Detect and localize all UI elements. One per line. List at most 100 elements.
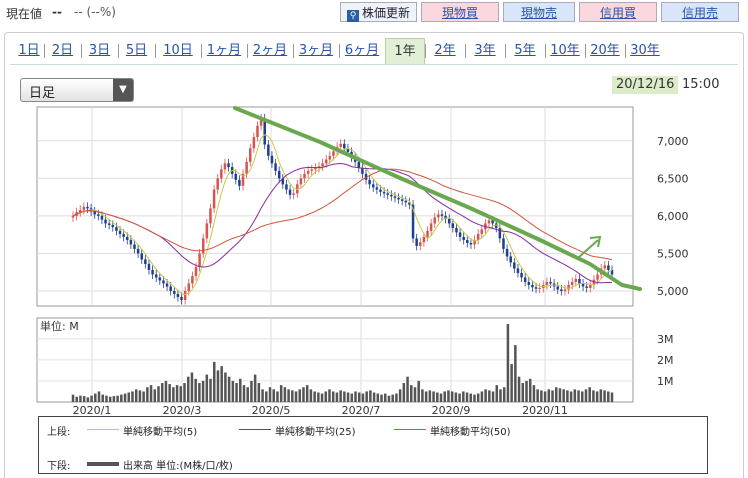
candle-body [223, 163, 227, 170]
volume-bar [592, 390, 595, 402]
volume-bar [584, 389, 588, 402]
volume-bar [105, 395, 108, 402]
candle-body [556, 286, 559, 290]
tab-period[interactable]: 10日 [163, 43, 193, 58]
volume-bar [194, 378, 197, 402]
volume-bar [209, 378, 212, 402]
volume-bar [257, 383, 261, 402]
candle-body [100, 215, 104, 220]
candle-body [451, 223, 455, 228]
x-tick-label: 2020/11 [522, 404, 568, 417]
candle-body [332, 151, 335, 156]
volume-bar [146, 387, 149, 402]
candle-body [549, 281, 552, 284]
volume-bar [528, 378, 532, 402]
spot-buy-button[interactable]: 現物買 [421, 2, 499, 22]
x-tick-label: 2020/1 [73, 404, 112, 417]
volume-bar [183, 383, 186, 402]
tab-period[interactable]: 5日 [125, 43, 148, 58]
candle-body [191, 275, 194, 284]
candle-body [567, 284, 570, 290]
tab-separator [585, 44, 586, 58]
candle-body [241, 173, 245, 186]
tab-separator [44, 44, 45, 58]
margin-sell-button[interactable]: 信用売 [661, 2, 739, 22]
spot-sell-button[interactable]: 現物売 [503, 2, 575, 22]
candle-body [368, 179, 371, 185]
tab-period[interactable]: 2年 [434, 43, 456, 58]
candle-body [205, 223, 209, 239]
ma50-line [72, 168, 613, 261]
volume-bar [543, 391, 547, 402]
tab-period[interactable]: 2ヶ月 [252, 43, 288, 58]
volume-bar [343, 391, 346, 402]
volume-bar [250, 380, 253, 402]
volume-bar [242, 385, 246, 402]
volume-bar [484, 389, 487, 402]
y-tick-label: 6,000 [657, 210, 689, 223]
y-tick-label: 6,500 [657, 172, 689, 185]
candle-body [259, 118, 263, 126]
tab-period[interactable]: 3日 [88, 43, 111, 58]
tab-period[interactable]: 30年 [630, 43, 660, 58]
candle-body [343, 143, 346, 149]
volume-bar [175, 385, 179, 402]
candle-body [505, 248, 509, 257]
candle-body [201, 238, 205, 254]
volume-bar [112, 396, 116, 402]
volume-bar [536, 389, 539, 402]
volume-bar [212, 361, 216, 402]
volume-bar [566, 390, 569, 402]
volume-bar [164, 380, 168, 402]
margin-buy-button[interactable]: 信用買 [579, 2, 657, 22]
volume-bar [581, 391, 584, 402]
candle-body [314, 167, 317, 170]
candle-body [570, 281, 574, 285]
volume-bar [491, 391, 495, 402]
volume-bar [302, 387, 305, 402]
candle-body [527, 281, 531, 285]
x-tick-label: 2020/7 [342, 404, 381, 417]
legend-ma50-line [394, 429, 426, 430]
candle-body [440, 214, 444, 216]
candle-body [238, 179, 241, 186]
tab-period[interactable]: 3ヶ月 [298, 43, 334, 58]
candle-body [93, 211, 96, 215]
candle-body [281, 178, 285, 185]
volume-bar [357, 392, 361, 402]
tab-separator [201, 44, 202, 58]
volume-bar [517, 376, 521, 402]
volume-tick-label: 3M [657, 333, 674, 346]
tab-period[interactable]: 5年 [514, 43, 536, 58]
candle-body [292, 193, 295, 195]
interval-select[interactable]: 日足 ▼ [20, 78, 134, 102]
tab-period[interactable]: 3年 [474, 43, 496, 58]
volume-bar [480, 391, 484, 402]
legend-volume: 出来高 単位:(M株/口/枚) [123, 461, 233, 472]
candle-body [585, 286, 588, 288]
volume-bar [383, 393, 387, 402]
volume-bar [265, 391, 268, 402]
volume-bar [354, 391, 357, 402]
candle-body [491, 220, 494, 224]
tab-period[interactable]: 1日 [18, 43, 40, 58]
candle-body [299, 178, 303, 185]
tab-period[interactable]: 20年 [590, 43, 620, 58]
candle-body [288, 189, 292, 195]
volume-bar [268, 387, 272, 402]
candle-body [227, 163, 230, 168]
volume-bar [410, 385, 413, 402]
volume-bar [86, 397, 90, 402]
candle-body [169, 286, 172, 291]
tab-period[interactable]: 1ヶ月 [206, 43, 242, 58]
tab-period[interactable]: 10年 [550, 43, 580, 58]
tab-period[interactable]: 6ヶ月 [344, 43, 380, 58]
candle-body [158, 277, 162, 281]
volume-bar [142, 391, 145, 402]
legend-ma50: 単純移動平均(50) [430, 427, 511, 438]
refresh-price-button[interactable]: ⚲ 株価更新 [340, 2, 417, 22]
tab-period[interactable]: 1年 [385, 38, 425, 64]
tab-separator [339, 44, 340, 58]
tab-period[interactable]: 2日 [51, 43, 74, 58]
candle-body [397, 197, 400, 200]
